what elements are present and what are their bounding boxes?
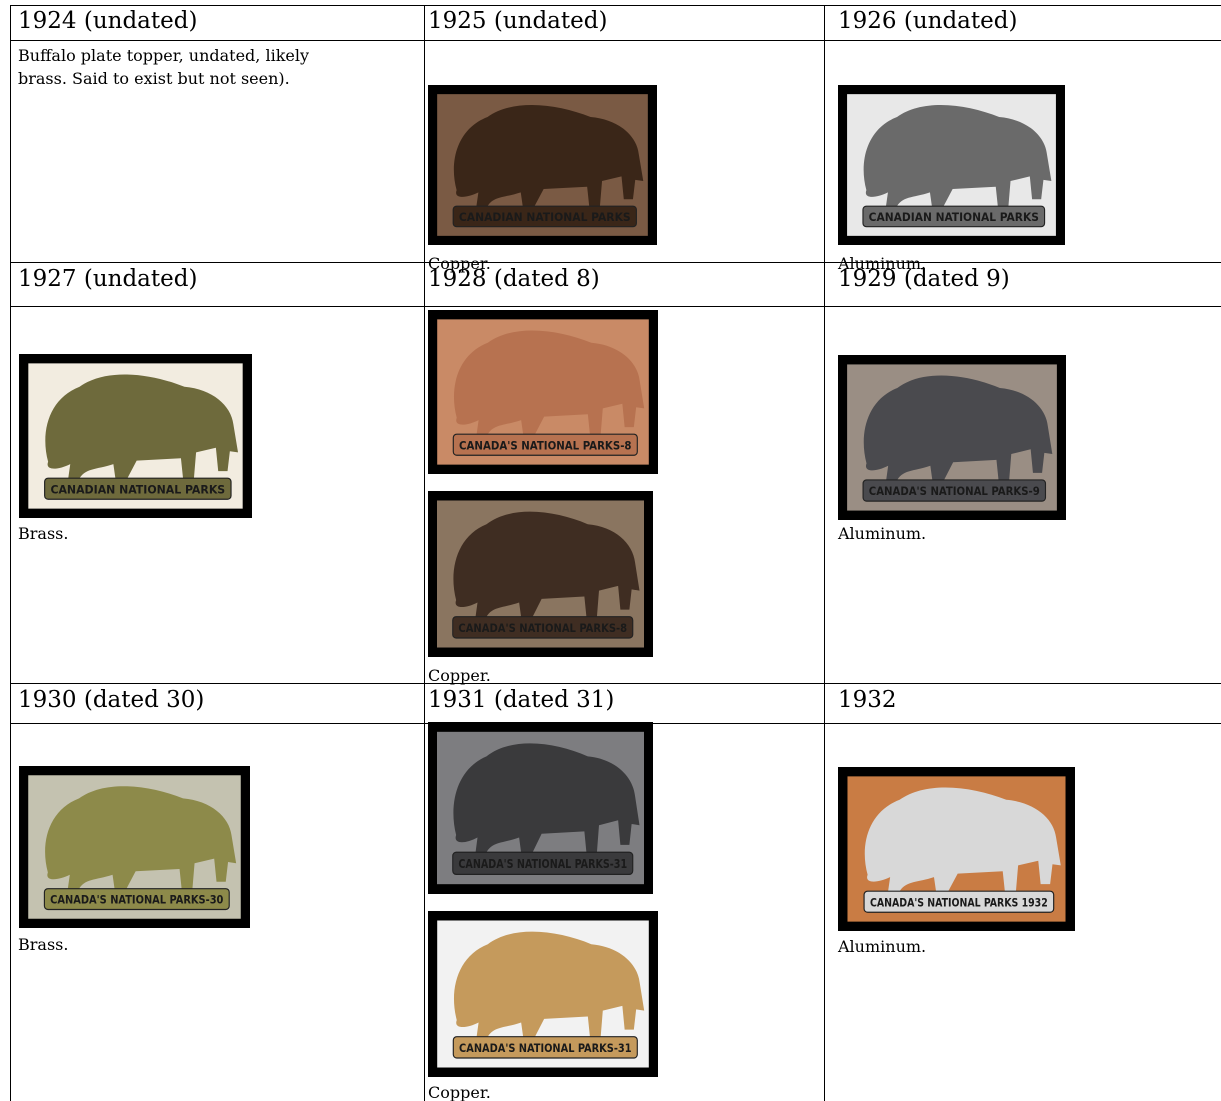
plate-topper-photo: CANADA'S NATIONAL PARKS-31 — [428, 722, 653, 894]
plate-topper-photo: CANADA'S NATIONAL PARKS-31 — [428, 911, 658, 1077]
plaque-text: CANADA'S NATIONAL PARKS-31 — [459, 1041, 632, 1055]
plaque-text: CANADIAN NATIONAL PARKS — [50, 482, 225, 496]
cell-caption: Copper. — [428, 1083, 491, 1101]
plate-topper-photo: CANADA'S NATIONAL PARKS-8 — [428, 310, 658, 474]
cell-heading: 1929 (dated 9) — [838, 266, 1010, 292]
cell-caption: Copper. — [428, 254, 491, 273]
cell-heading: 1928 (dated 8) — [428, 266, 600, 292]
column-border — [10, 5, 11, 1101]
cell-caption: Copper. — [428, 666, 491, 685]
plate-topper-photo: CANADA'S NATIONAL PARKS 1932 — [838, 767, 1075, 931]
plaque-text: CANADIAN NATIONAL PARKS — [459, 210, 631, 224]
cell-heading: 1930 (dated 30) — [18, 687, 205, 713]
row-border — [10, 40, 1221, 41]
cell-heading: 1926 (undated) — [838, 8, 1018, 34]
cell-heading: 1931 (dated 31) — [428, 687, 615, 713]
cell-heading: 1932 — [838, 687, 897, 713]
plate-topper-photo: CANADIAN NATIONAL PARKS — [428, 85, 657, 245]
row-border — [10, 262, 1221, 263]
cell-caption: Aluminum. — [838, 937, 927, 956]
plaque-text: CANADA'S NATIONAL PARKS-31 — [458, 857, 627, 872]
cell-caption: Aluminum. — [838, 254, 927, 273]
cell-heading: 1925 (undated) — [428, 8, 608, 34]
plaque-text: CANADA'S NATIONAL PARKS 1932 — [870, 895, 1048, 909]
plate-topper-photo: CANADA'S NATIONAL PARKS-8 — [428, 491, 653, 657]
plaque-text: CANADA'S NATIONAL PARKS-8 — [459, 438, 632, 452]
plate-topper-photo: CANADA'S NATIONAL PARKS-9 — [838, 355, 1066, 520]
cell-text: brass. Said to exist but not seen). — [18, 69, 290, 88]
plate-topper-photo: CANADIAN NATIONAL PARKS — [19, 354, 252, 518]
row-border — [10, 306, 1221, 307]
column-border — [824, 5, 825, 1101]
plaque-text: CANADIAN NATIONAL PARKS — [869, 210, 1039, 224]
plaque-text: CANADA'S NATIONAL PARKS-30 — [50, 893, 223, 907]
plaque-text: CANADA'S NATIONAL PARKS-8 — [458, 621, 627, 635]
cell-heading: 1927 (undated) — [18, 266, 198, 292]
cell-caption: Brass. — [18, 935, 69, 954]
plaque-text: CANADA'S NATIONAL PARKS-9 — [869, 484, 1040, 498]
cell-caption: Aluminum. — [838, 524, 927, 543]
row-border — [10, 683, 1221, 684]
plate-topper-photo: CANADA'S NATIONAL PARKS-30 — [19, 766, 250, 928]
cell-heading: 1924 (undated) — [18, 8, 198, 34]
plate-topper-photo: CANADIAN NATIONAL PARKS — [838, 85, 1065, 245]
column-border — [424, 5, 425, 1101]
cell-caption: Brass. — [18, 524, 69, 543]
cell-text: Buffalo plate topper, undated, likely — [18, 46, 310, 65]
row-border — [10, 5, 1221, 6]
